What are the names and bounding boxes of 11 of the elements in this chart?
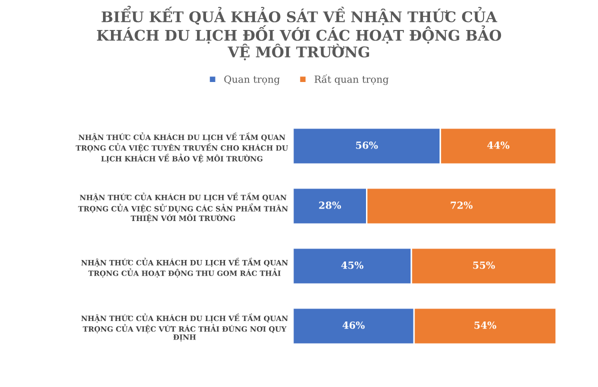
data-label: 44%	[487, 142, 510, 149]
data-label: 45%	[341, 262, 364, 269]
data-label: 56%	[356, 142, 378, 149]
legend-label: Quan trọng	[224, 76, 280, 85]
data-label: 28%	[319, 202, 342, 209]
chart-title: BIỂU KẾT QUẢ KHẢO SÁT VỀ NHẬN THỨC CỦA KHÁCH DU LỊCH ĐỐI VỚI CÁC HOẠT ĐỘNG BẢO VỆ MÔI TRƯỜNG	[96, 6, 502, 60]
data-label: 54%	[474, 322, 496, 329]
data-label: 55%	[473, 262, 495, 269]
data-label: 72%	[450, 202, 473, 209]
data-label: 46%	[342, 322, 365, 329]
legend-label: Rất quan trọng	[314, 74, 389, 85]
